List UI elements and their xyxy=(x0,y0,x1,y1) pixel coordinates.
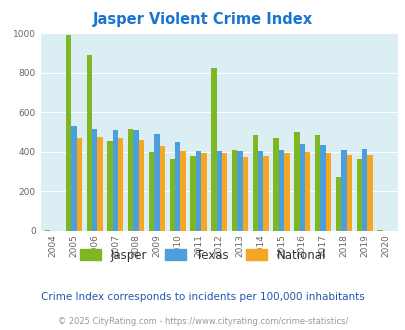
Bar xyxy=(356,159,361,231)
Bar xyxy=(154,134,159,231)
Bar xyxy=(376,230,382,231)
Text: Jasper Violent Crime Index: Jasper Violent Crime Index xyxy=(93,12,312,27)
Bar xyxy=(139,140,144,231)
Bar xyxy=(278,150,284,231)
Text: Crime Index corresponds to incidents per 100,000 inhabitants: Crime Index corresponds to incidents per… xyxy=(41,292,364,302)
Bar xyxy=(133,130,139,231)
Bar xyxy=(149,152,154,231)
Bar xyxy=(314,135,320,231)
Bar xyxy=(340,150,346,231)
Bar xyxy=(346,155,351,231)
Bar xyxy=(159,146,164,231)
Bar xyxy=(304,152,310,231)
Bar xyxy=(195,151,200,231)
Bar xyxy=(252,135,258,231)
Bar xyxy=(299,144,304,231)
Bar xyxy=(361,149,367,231)
Legend: Jasper, Texas, National: Jasper, Texas, National xyxy=(75,244,330,266)
Bar xyxy=(211,68,216,231)
Bar xyxy=(77,138,82,231)
Bar xyxy=(66,35,71,231)
Bar xyxy=(71,126,77,231)
Bar xyxy=(273,138,278,231)
Bar xyxy=(175,142,180,231)
Bar xyxy=(325,153,330,231)
Bar xyxy=(367,155,372,231)
Bar xyxy=(107,141,113,231)
Bar xyxy=(45,230,50,231)
Bar xyxy=(320,145,325,231)
Bar xyxy=(237,151,242,231)
Bar xyxy=(86,55,92,231)
Bar xyxy=(200,153,206,231)
Bar xyxy=(231,150,237,231)
Bar xyxy=(92,129,97,231)
Bar xyxy=(263,156,268,231)
Bar xyxy=(113,130,118,231)
Bar xyxy=(169,159,175,231)
Bar xyxy=(242,157,247,231)
Text: © 2025 CityRating.com - https://www.cityrating.com/crime-statistics/: © 2025 CityRating.com - https://www.city… xyxy=(58,317,347,326)
Bar xyxy=(222,153,227,231)
Bar xyxy=(180,151,185,231)
Bar xyxy=(294,132,299,231)
Bar xyxy=(258,151,263,231)
Bar xyxy=(190,156,195,231)
Bar xyxy=(335,177,340,231)
Bar xyxy=(128,129,133,231)
Bar xyxy=(118,138,123,231)
Bar xyxy=(97,137,102,231)
Bar xyxy=(216,151,222,231)
Bar xyxy=(284,153,289,231)
